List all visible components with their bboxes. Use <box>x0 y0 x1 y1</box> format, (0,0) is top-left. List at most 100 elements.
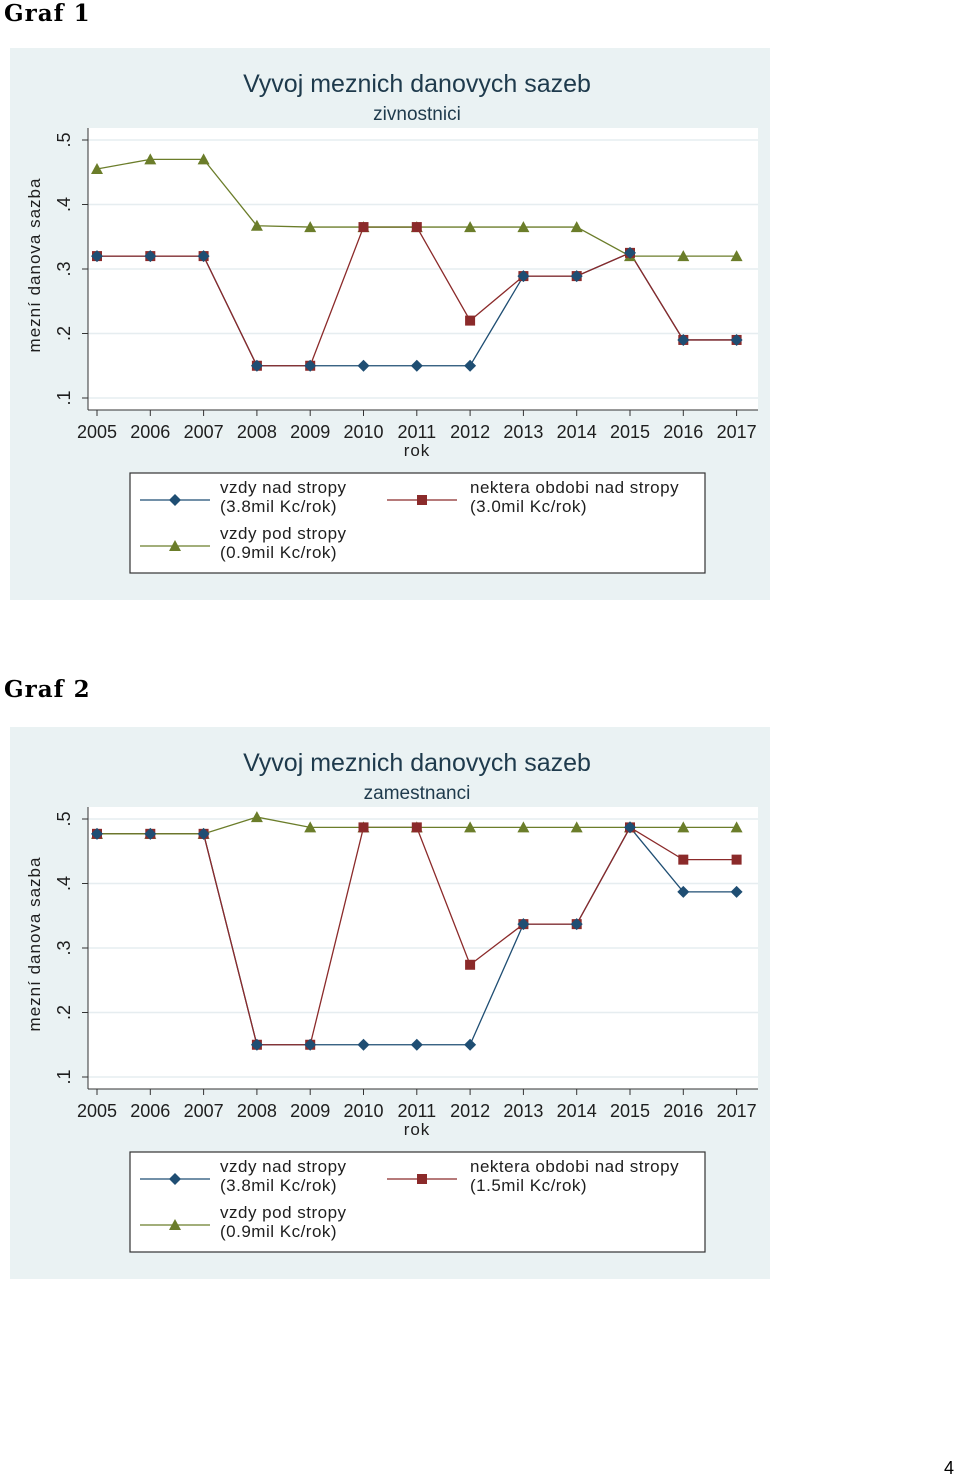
x-tick-label: 2005 <box>77 1101 117 1121</box>
legend-marker-3 <box>169 540 181 551</box>
legend-label-1: vzdy nad stropy <box>220 478 347 497</box>
x-tick-label: 2010 <box>343 1101 383 1121</box>
legend-marker-3 <box>169 1219 181 1230</box>
legend-label-2: nektera obdobi nad stropy <box>470 1157 679 1176</box>
series-1-point <box>677 885 690 898</box>
y-tick-label: .1 <box>54 390 74 405</box>
chart-subtitle: zamestnanci <box>364 783 471 804</box>
legend-sublabel-3: (0.9mil Kc/rok) <box>220 543 337 562</box>
x-tick-label: 2014 <box>557 1101 597 1121</box>
series-1-point <box>517 270 530 283</box>
legend-label-3: vzdy pod stropy <box>220 1203 347 1222</box>
series-1-point <box>250 359 263 372</box>
y-axis-title: mezní danova sazba <box>25 857 44 1032</box>
series-1-point <box>144 250 157 263</box>
series-3-point <box>464 221 477 233</box>
series-1-point <box>410 359 423 372</box>
series-1-point <box>91 827 103 840</box>
x-tick-label: 2006 <box>130 422 170 442</box>
series-3-point <box>304 221 317 233</box>
legend-marker-1 <box>169 1173 181 1185</box>
chart-title: Vyvoj meznich danovych sazeb <box>243 70 591 98</box>
series-3-point <box>570 221 583 233</box>
y-tick-label: .3 <box>54 261 74 276</box>
series-1-point <box>570 270 583 283</box>
series-3-point <box>304 821 317 833</box>
series-1-point <box>410 1038 423 1051</box>
x-tick-label: 2015 <box>610 422 650 442</box>
y-tick-label: .5 <box>54 132 74 147</box>
series-1-point <box>570 918 583 931</box>
legend-label-3: vzdy pod stropy <box>220 524 347 543</box>
legend-sublabel-1: (3.8mil Kc/rok) <box>220 497 337 516</box>
chart-title: Vyvoj meznich danovych sazeb <box>243 749 591 777</box>
x-tick-label: 2013 <box>503 1101 543 1121</box>
legend-label-2: nektera obdobi nad stropy <box>470 478 679 497</box>
series-2-point <box>465 959 476 970</box>
y-tick-label: .4 <box>54 876 74 891</box>
series-2-point <box>465 315 476 326</box>
series-3-point <box>250 811 263 823</box>
x-axis-title: rok <box>404 1120 431 1139</box>
x-tick-label: 2015 <box>610 1101 650 1121</box>
x-tick-label: 2013 <box>503 422 543 442</box>
x-tick-label: 2010 <box>343 422 383 442</box>
legend-marker-2 <box>417 495 427 505</box>
x-tick-label: 2016 <box>663 422 703 442</box>
series-2-point <box>358 822 369 833</box>
series-1-point <box>91 250 103 263</box>
x-axis-title: rok <box>404 441 431 460</box>
series-1-point <box>304 1038 317 1051</box>
y-tick-label: .5 <box>54 811 74 826</box>
y-tick-label: .3 <box>54 940 74 955</box>
x-tick-label: 2012 <box>450 1101 490 1121</box>
series-1-point <box>357 359 370 372</box>
legend-label-1: vzdy nad stropy <box>220 1157 347 1176</box>
y-tick-label: .2 <box>54 1005 74 1020</box>
series-2-point <box>358 222 369 233</box>
x-tick-label: 2006 <box>130 1101 170 1121</box>
series-1-point <box>677 333 690 346</box>
series-3-point <box>517 221 530 233</box>
series-3-point <box>464 821 477 833</box>
legend-sublabel-2: (3.0mil Kc/rok) <box>470 497 587 516</box>
series-3-point <box>250 219 263 231</box>
x-tick-label: 2011 <box>397 422 436 442</box>
x-tick-label: 2008 <box>237 422 277 442</box>
chart-panel-2: Vyvoj meznich danovych sazeb zamestnanci.… <box>10 727 770 1279</box>
x-tick-label: 2017 <box>717 422 757 442</box>
series-1-point <box>357 1038 370 1051</box>
x-tick-label: 2008 <box>237 1101 277 1121</box>
series-3-point <box>91 163 103 175</box>
legend-marker-1 <box>169 494 181 506</box>
x-tick-label: 2014 <box>557 422 597 442</box>
page-number: 4 <box>943 1458 954 1478</box>
series-3-point <box>730 250 743 262</box>
series-3-point <box>677 821 690 833</box>
x-tick-label: 2012 <box>450 422 490 442</box>
graf-2-heading: Graf 2 <box>4 676 91 703</box>
series-1-point <box>624 246 636 259</box>
x-tick-label: 2007 <box>184 422 224 442</box>
series-3-point <box>144 153 157 165</box>
x-tick-label: 2009 <box>290 1101 330 1121</box>
series-3-point <box>677 250 690 262</box>
series-2-point <box>678 854 689 865</box>
series-1-point <box>624 821 636 834</box>
legend-marker-2 <box>417 1174 427 1184</box>
x-tick-label: 2005 <box>77 422 117 442</box>
series-2-point <box>731 854 742 865</box>
x-tick-label: 2007 <box>184 1101 224 1121</box>
legend-box <box>129 472 706 574</box>
x-tick-label: 2016 <box>663 1101 703 1121</box>
legend-sublabel-3: (0.9mil Kc/rok) <box>220 1222 337 1241</box>
legend-sublabel-1: (3.8mil Kc/rok) <box>220 1176 337 1195</box>
series-2-point <box>411 222 422 233</box>
series-1-point <box>304 359 317 372</box>
series-1-point <box>464 1038 477 1051</box>
series-1-point <box>197 250 210 263</box>
series-3-point <box>730 821 743 833</box>
series-1-point <box>464 359 477 372</box>
y-tick-label: .2 <box>54 326 74 341</box>
series-3-point <box>517 821 530 833</box>
